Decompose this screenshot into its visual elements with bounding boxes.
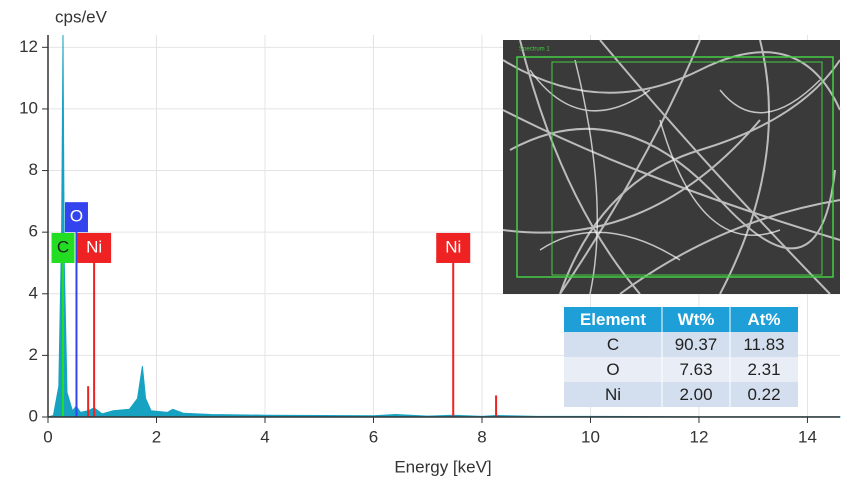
y-tick-label: 12 (19, 37, 38, 56)
table-cell: 0.22 (747, 385, 780, 404)
table-cell: 7.63 (679, 360, 712, 379)
table-cell: Ni (605, 385, 621, 404)
table-cell: 90.37 (675, 335, 718, 354)
x-tick-label: 6 (369, 427, 378, 446)
x-tick-label: 10 (581, 427, 600, 446)
y-tick-label: 8 (29, 160, 38, 179)
table-header: Wt% (678, 310, 715, 329)
table-cell: 2.00 (679, 385, 712, 404)
marker-label: Ni (86, 237, 102, 256)
x-tick-label: 0 (43, 427, 52, 446)
table-cell: 11.83 (743, 335, 784, 354)
x-tick-label: 8 (477, 427, 486, 446)
x-tick-label: 4 (260, 427, 269, 446)
inset-label: Spectrum 1 (519, 47, 550, 53)
y-tick-label: 2 (29, 345, 38, 364)
marker-label: O (70, 207, 83, 226)
y-axis-label: cps/eV (55, 7, 108, 26)
x-tick-label: 2 (152, 427, 161, 446)
table-cell: 2.31 (747, 360, 780, 379)
chart: Spectrum 1 02468101214024681012CONiNicps… (0, 0, 849, 484)
y-tick-label: 0 (29, 406, 38, 425)
x-tick-label: 14 (798, 427, 817, 446)
marker-label: Ni (445, 237, 461, 256)
table-header: At% (747, 310, 780, 329)
table-header: Element (580, 310, 646, 329)
x-axis-label: Energy [keV] (394, 457, 491, 476)
table-cell: O (606, 360, 619, 379)
marker-label: C (57, 237, 69, 256)
y-tick-label: 4 (29, 283, 38, 302)
inset-image: Spectrum 1 (503, 40, 840, 294)
y-tick-label: 6 (29, 222, 38, 241)
x-tick-label: 12 (689, 427, 708, 446)
y-tick-label: 10 (19, 98, 38, 117)
table-cell: C (607, 335, 619, 354)
